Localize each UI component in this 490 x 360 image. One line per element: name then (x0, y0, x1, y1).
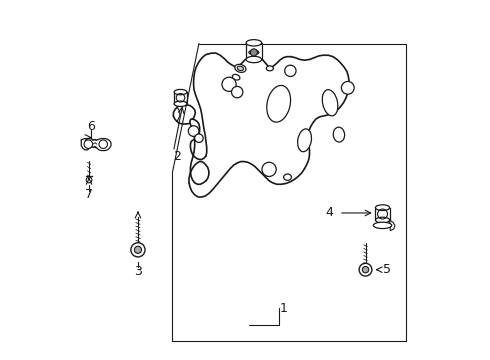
Circle shape (362, 266, 368, 273)
Circle shape (195, 134, 203, 143)
Text: 1: 1 (280, 302, 288, 315)
Ellipse shape (235, 64, 246, 72)
Text: 7: 7 (85, 188, 93, 201)
Ellipse shape (232, 75, 240, 80)
Ellipse shape (246, 56, 262, 63)
Ellipse shape (373, 222, 392, 229)
Circle shape (84, 140, 93, 148)
Circle shape (232, 86, 243, 98)
Circle shape (99, 140, 107, 148)
Ellipse shape (267, 85, 291, 122)
Ellipse shape (266, 66, 273, 71)
Circle shape (188, 126, 199, 136)
Ellipse shape (174, 101, 187, 107)
Circle shape (250, 49, 257, 56)
Ellipse shape (249, 50, 259, 54)
Ellipse shape (237, 66, 244, 71)
Ellipse shape (333, 127, 344, 142)
Ellipse shape (246, 40, 262, 46)
Circle shape (342, 81, 354, 94)
Circle shape (262, 162, 276, 176)
Text: 2: 2 (173, 150, 181, 163)
Circle shape (131, 243, 145, 257)
Text: 4: 4 (326, 207, 334, 220)
Text: 3: 3 (134, 265, 142, 278)
Ellipse shape (297, 129, 312, 152)
Circle shape (86, 177, 92, 183)
Ellipse shape (322, 90, 338, 116)
Text: 6: 6 (87, 120, 95, 133)
Circle shape (222, 77, 236, 91)
Circle shape (134, 246, 142, 253)
Ellipse shape (375, 217, 390, 223)
Ellipse shape (375, 205, 390, 211)
Ellipse shape (174, 89, 187, 95)
Text: 5: 5 (383, 263, 391, 276)
Circle shape (359, 263, 372, 276)
Ellipse shape (284, 174, 292, 180)
Circle shape (285, 65, 296, 77)
